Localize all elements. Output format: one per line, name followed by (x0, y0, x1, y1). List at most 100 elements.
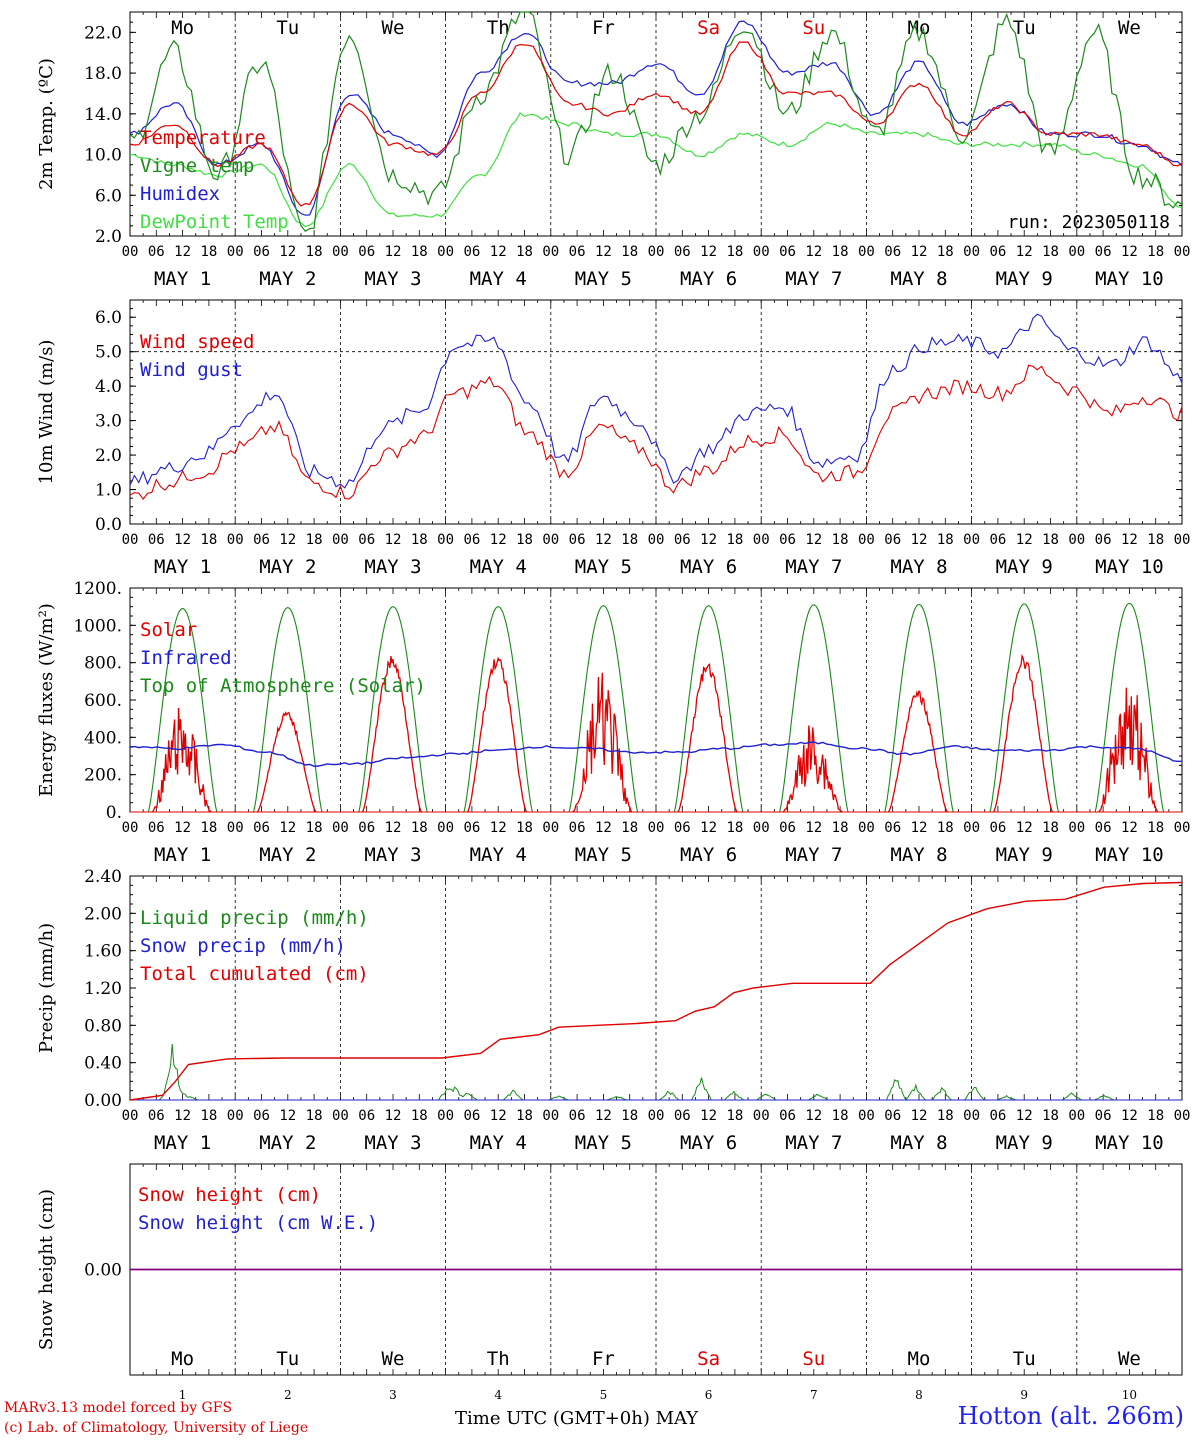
hour-tick-label: 06 (463, 244, 480, 260)
date-label: MAY 3 (364, 556, 421, 578)
date-label: MAY 6 (680, 556, 737, 578)
day-name: We (1118, 17, 1141, 39)
hour-tick-label: 18 (726, 244, 743, 260)
y-tick-label: 1.20 (84, 979, 122, 999)
toa-arc (884, 603, 954, 813)
hour-tick-label: 06 (989, 820, 1006, 836)
hour-tick-label: 18 (516, 820, 533, 836)
hour-tick-label: 12 (174, 1108, 191, 1124)
hour-tick-label: 06 (569, 532, 586, 548)
hour-tick-label: 06 (989, 1108, 1006, 1124)
hour-tick-label: 12 (805, 244, 822, 260)
legend-entry: Total cumulated (cm) (140, 963, 369, 985)
toa-arc (568, 605, 639, 813)
hour-tick-label: 00 (1068, 244, 1085, 260)
hour-tick-label: 12 (490, 532, 507, 548)
day-name: Sa (697, 17, 720, 39)
legend-entry: Wind gust (140, 359, 243, 381)
date-label: MAY 4 (470, 1132, 527, 1154)
hour-tick-label: 00 (332, 244, 349, 260)
hour-tick-label: 06 (463, 820, 480, 836)
hour-tick-label: 18 (411, 532, 428, 548)
hour-tick-label: 06 (148, 244, 165, 260)
hour-tick-label: 00 (437, 820, 454, 836)
hour-tick-label: 12 (805, 820, 822, 836)
hour-tick-label: 18 (832, 820, 849, 836)
day-number: 2 (284, 1388, 292, 1402)
hour-tick-label: 06 (253, 820, 270, 836)
x-axis-title-text: Time UTC (GMT+0h) (455, 1408, 650, 1429)
series-line-0 (129, 41, 1183, 207)
day-number: 4 (494, 1388, 502, 1402)
toa-arc (673, 605, 744, 813)
legend-entry: Snow precip (mm/h) (140, 935, 346, 957)
date-label: MAY 8 (890, 556, 947, 578)
date-label: MAY 2 (259, 556, 316, 578)
hour-tick-label: 06 (253, 1108, 270, 1124)
panel-frame (129, 587, 1183, 813)
day-number: 10 (1122, 1388, 1137, 1402)
date-label: MAY 7 (785, 1132, 842, 1154)
hour-tick-label: 00 (753, 820, 770, 836)
hour-tick-label: 18 (516, 532, 533, 548)
y-tick-label: 3.0 (95, 412, 122, 432)
hour-tick-label: 06 (569, 1108, 586, 1124)
hour-tick-label: 06 (779, 1108, 796, 1124)
hour-tick-label: 00 (858, 532, 875, 548)
legend-entry: Liquid precip (mm/h) (140, 907, 369, 929)
hour-tick-label: 18 (1147, 820, 1164, 836)
hour-tick-label: 00 (648, 1108, 665, 1124)
y-tick-label: 18.0 (84, 64, 122, 84)
copyright: (c) Lab. of Climatology, University of L… (4, 1420, 309, 1436)
day-number: 9 (1020, 1388, 1028, 1402)
hour-tick-label: 12 (490, 244, 507, 260)
day-name: Su (802, 17, 825, 39)
date-label: MAY 9 (996, 556, 1053, 578)
y-tick-label: 600. (84, 691, 122, 711)
y-tick-label: 1.0 (95, 481, 122, 501)
date-label: MAY 1 (154, 844, 211, 866)
hour-tick-label: 06 (1095, 532, 1112, 548)
y-tick-label: 5.0 (95, 343, 122, 363)
series-line-2 (129, 20, 1183, 216)
hour-tick-label: 06 (674, 1108, 691, 1124)
hour-tick-label: 06 (569, 244, 586, 260)
date-label: MAY 3 (364, 844, 421, 866)
series-line-1 (129, 11, 1183, 232)
day-name: Mo (171, 1348, 194, 1370)
hour-tick-label: 12 (279, 820, 296, 836)
date-label: MAY 1 (154, 268, 211, 290)
date-label: MAY 8 (890, 1132, 947, 1154)
hour-tick-label: 18 (516, 1108, 533, 1124)
hour-tick-label: 18 (306, 532, 323, 548)
day-name: Mo (908, 1348, 931, 1370)
solar-arc (992, 653, 1054, 813)
legend-entry: Top of Atmosphere (Solar) (140, 675, 426, 697)
hour-tick-label: 18 (937, 532, 954, 548)
day-name: Sa (697, 1348, 720, 1370)
hour-tick-label: 06 (358, 820, 375, 836)
hour-tick-label: 12 (595, 532, 612, 548)
legend-entry: Vigne temp (140, 155, 254, 177)
panel-frame (129, 299, 1183, 525)
hour-tick-label: 00 (437, 532, 454, 548)
y-tick-label: 14.0 (84, 105, 122, 125)
hour-tick-label: 12 (1121, 244, 1138, 260)
hour-tick-label: 00 (1068, 820, 1085, 836)
hour-tick-label: 18 (726, 1108, 743, 1124)
hour-tick-label: 06 (884, 532, 901, 548)
hour-tick-label: 12 (174, 820, 191, 836)
hour-tick-label: 12 (1121, 820, 1138, 836)
hour-tick-label: 12 (911, 1108, 928, 1124)
hour-tick-label: 00 (1174, 532, 1191, 548)
y-tick-label: 22.0 (84, 23, 122, 43)
hour-tick-label: 06 (358, 1108, 375, 1124)
hour-tick-label: 06 (1095, 244, 1112, 260)
y-tick-label: 6.0 (95, 308, 122, 328)
date-label: MAY 7 (785, 844, 842, 866)
hour-tick-label: 00 (753, 244, 770, 260)
hour-tick-label: 00 (542, 1108, 559, 1124)
hour-tick-label: 00 (1174, 820, 1191, 836)
hour-tick-label: 18 (411, 1108, 428, 1124)
y-tick-label: 2.0 (95, 446, 122, 466)
